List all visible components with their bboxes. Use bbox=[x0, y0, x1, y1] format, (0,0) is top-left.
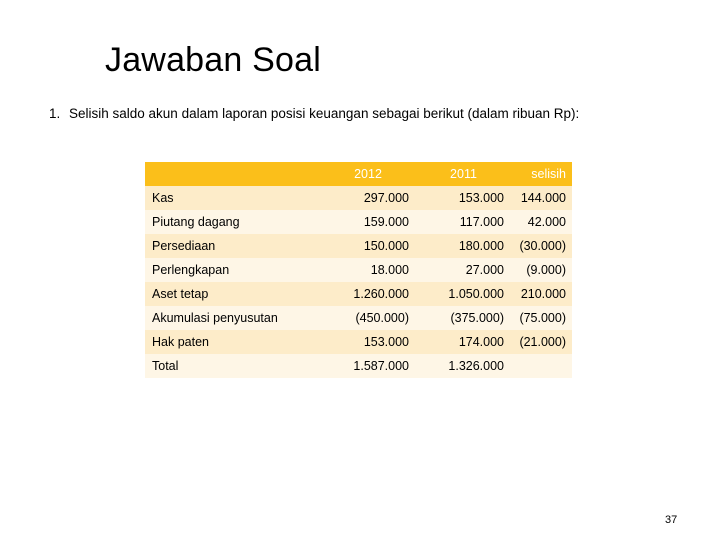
table-row: Aset tetap 1.260.000 1.050.000 210.000 bbox=[145, 282, 572, 306]
slide-title: Jawaban Soal bbox=[105, 41, 321, 79]
value-2012: 18.000 bbox=[319, 258, 417, 282]
value-2011: 153.000 bbox=[417, 186, 510, 210]
table-row: Hak paten 153.000 174.000 (21.000) bbox=[145, 330, 572, 354]
account-name: Aset tetap bbox=[145, 282, 319, 306]
account-name: Hak paten bbox=[145, 330, 319, 354]
value-selisih: 42.000 bbox=[510, 210, 572, 234]
value-selisih: 210.000 bbox=[510, 282, 572, 306]
table-row: Kas 297.000 153.000 144.000 bbox=[145, 186, 572, 210]
table-row: Persediaan 150.000 180.000 (30.000) bbox=[145, 234, 572, 258]
value-2011: 27.000 bbox=[417, 258, 510, 282]
value-2012: 1.260.000 bbox=[319, 282, 417, 306]
value-2011: 117.000 bbox=[417, 210, 510, 234]
value-2012: 297.000 bbox=[319, 186, 417, 210]
table-header-row: 2012 2011 selisih bbox=[145, 162, 572, 186]
header-2012: 2012 bbox=[319, 162, 417, 186]
value-2012: 153.000 bbox=[319, 330, 417, 354]
account-name: Persediaan bbox=[145, 234, 319, 258]
value-2011: 180.000 bbox=[417, 234, 510, 258]
value-2011: 1.326.000 bbox=[417, 354, 510, 378]
account-name: Piutang dagang bbox=[145, 210, 319, 234]
account-name: Akumulasi penyusutan bbox=[145, 306, 319, 330]
table-row: Perlengkapan 18.000 27.000 (9.000) bbox=[145, 258, 572, 282]
value-selisih bbox=[510, 354, 572, 378]
header-selisih: selisih bbox=[510, 162, 572, 186]
value-2012: 150.000 bbox=[319, 234, 417, 258]
header-account bbox=[145, 162, 319, 186]
value-2011: 1.050.000 bbox=[417, 282, 510, 306]
account-name: Perlengkapan bbox=[145, 258, 319, 282]
table-row: Akumulasi penyusutan (450.000) (375.000)… bbox=[145, 306, 572, 330]
page-number: 37 bbox=[665, 514, 678, 526]
value-selisih: (21.000) bbox=[510, 330, 572, 354]
value-2011: (375.000) bbox=[417, 306, 510, 330]
question-number: 1. bbox=[49, 106, 61, 121]
value-selisih: (30.000) bbox=[510, 234, 572, 258]
question-text: Selisih saldo akun dalam laporan posisi … bbox=[69, 106, 580, 121]
value-2012: 1.587.000 bbox=[319, 354, 417, 378]
value-2011: 174.000 bbox=[417, 330, 510, 354]
account-name: Total bbox=[145, 354, 319, 378]
account-name: Kas bbox=[145, 186, 319, 210]
value-selisih: (9.000) bbox=[510, 258, 572, 282]
balance-difference-table: 2012 2011 selisih Kas 297.000 153.000 14… bbox=[145, 162, 572, 378]
value-selisih: (75.000) bbox=[510, 306, 572, 330]
table-row-total: Total 1.587.000 1.326.000 bbox=[145, 354, 572, 378]
table-row: Piutang dagang 159.000 117.000 42.000 bbox=[145, 210, 572, 234]
value-selisih: 144.000 bbox=[510, 186, 572, 210]
header-2011: 2011 bbox=[417, 162, 510, 186]
value-2012: 159.000 bbox=[319, 210, 417, 234]
question-intro: 1. Selisih saldo akun dalam laporan posis… bbox=[49, 104, 579, 124]
value-2012: (450.000) bbox=[319, 306, 417, 330]
